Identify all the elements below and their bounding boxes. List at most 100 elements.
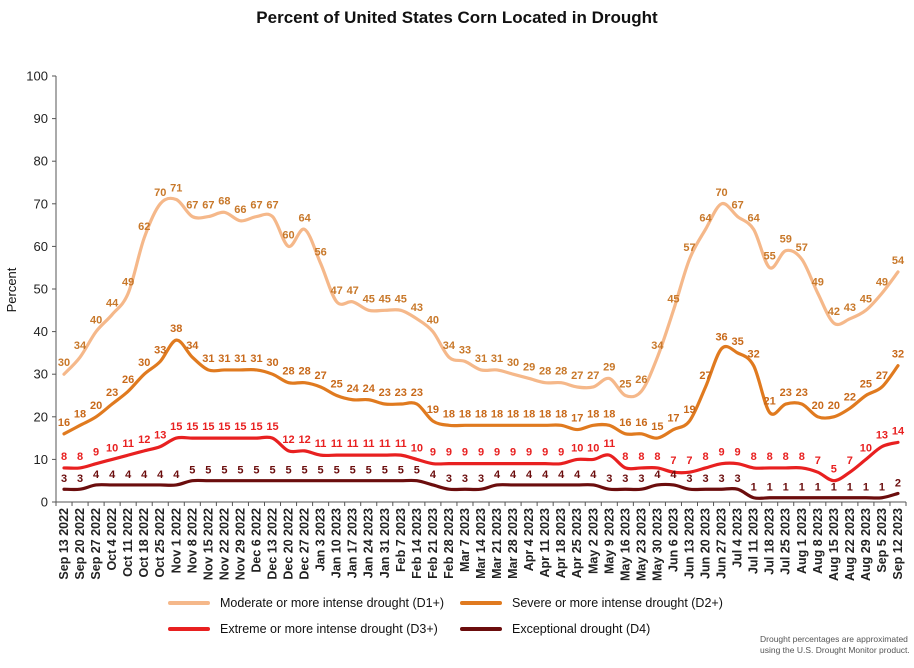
- legend-item-d2: Severe or more intense drought (D2+): [460, 596, 723, 610]
- data-label-d3: 11: [603, 438, 615, 450]
- y-tick-label: 80: [34, 154, 48, 169]
- data-label-d2: 17: [667, 413, 679, 425]
- data-label-d4: 4: [430, 469, 437, 481]
- data-label-d1: 45: [860, 293, 872, 305]
- x-tick-label: Dec 27 2022: [298, 508, 312, 580]
- data-label-d1: 60: [282, 229, 294, 241]
- data-label-d2: 20: [812, 400, 824, 412]
- data-label-d2: 18: [539, 408, 551, 420]
- data-label-d1: 25: [619, 379, 631, 391]
- x-tick-label: Sep 12 2023: [891, 508, 905, 580]
- data-label-d3: 8: [767, 451, 773, 463]
- data-label-d2: 30: [138, 357, 150, 369]
- x-tick-label: Mar 7 2023: [458, 508, 472, 572]
- data-label-d3: 12: [298, 434, 310, 446]
- data-label-d2: 28: [298, 366, 310, 378]
- data-label-d2: 27: [699, 370, 711, 382]
- data-label-d1: 29: [523, 361, 535, 373]
- data-label-d4: 5: [285, 465, 291, 477]
- data-label-d3: 10: [106, 442, 118, 454]
- data-label-d2: 31: [234, 353, 246, 365]
- data-label-d2: 30: [266, 357, 278, 369]
- data-label-d2: 18: [74, 408, 86, 420]
- data-label-d1: 45: [395, 293, 407, 305]
- data-label-d3: 11: [122, 438, 134, 450]
- data-label-d1: 57: [796, 242, 808, 254]
- data-label-d3: 9: [446, 447, 452, 459]
- data-label-d3: 15: [234, 421, 246, 433]
- data-label-d4: 5: [221, 465, 227, 477]
- series-line-d2: [62, 338, 900, 440]
- y-tick-label: 50: [34, 282, 48, 297]
- data-label-d2: 23: [379, 387, 391, 399]
- data-label-d4: 5: [318, 465, 324, 477]
- x-tick-label: Mar 21 2023: [490, 508, 504, 579]
- data-label-d4: 4: [590, 469, 597, 481]
- data-label-d3: 8: [654, 451, 660, 463]
- data-label-d1: 70: [715, 187, 727, 199]
- data-label-d1: 49: [122, 276, 134, 288]
- data-label-d4: 4: [173, 469, 180, 481]
- data-label-d2: 18: [443, 408, 455, 420]
- data-label-d2: 20: [828, 400, 840, 412]
- data-label-d1: 49: [876, 276, 888, 288]
- series-line-d1: [62, 196, 900, 399]
- data-label-d4: 5: [334, 465, 340, 477]
- x-tick-label: Oct 4 2022: [105, 508, 119, 571]
- data-label-d1: 67: [266, 200, 278, 212]
- y-tick-label: 10: [34, 452, 48, 467]
- data-label-d3: 15: [170, 421, 182, 433]
- data-label-d2: 31: [250, 353, 262, 365]
- x-tick-label: Jan 24 2023: [362, 508, 376, 578]
- data-label-d3: 9: [735, 447, 741, 459]
- data-label-d3: 8: [638, 451, 644, 463]
- data-label-d2: 15: [651, 421, 663, 433]
- x-tick-label: Aug 15 2023: [827, 508, 841, 581]
- data-label-d3: 9: [93, 447, 99, 459]
- data-label-d1: 34: [74, 340, 87, 352]
- data-label-d2: 23: [106, 387, 118, 399]
- data-label-d4: 1: [847, 482, 853, 494]
- x-tick-label: Jul 11 2023: [747, 508, 761, 574]
- chart-axes: 0 10 20 30 40 50 60 70 80 90 100 Sep 13 2022 Sep 20 …: [26, 69, 907, 581]
- data-label-d1: 45: [379, 293, 391, 305]
- y-tick-label: 70: [34, 196, 48, 211]
- data-label-d1: 47: [331, 285, 343, 297]
- data-label-d4: 5: [398, 465, 404, 477]
- x-tick-label: Aug 1 2023: [795, 508, 809, 574]
- data-label-d2: 21: [764, 396, 776, 408]
- data-label-d3: 9: [478, 447, 484, 459]
- x-tick-label: Mar 28 2023: [506, 508, 520, 579]
- x-tick-label: Jul 4 2023: [731, 508, 745, 568]
- data-label-d4: 4: [494, 469, 501, 481]
- data-label-d4: 4: [542, 469, 549, 481]
- data-label-d2: 31: [218, 353, 230, 365]
- x-tick-label: Nov 8 2022: [185, 508, 199, 573]
- series-lines: [62, 196, 900, 500]
- footnote: Drought percentages are approximated usi…: [760, 634, 910, 655]
- x-tick-label: Jan 31 2023: [378, 508, 392, 578]
- data-label-d1: 44: [106, 298, 119, 310]
- data-label-d1: 66: [234, 204, 246, 216]
- data-label-d2: 34: [186, 340, 199, 352]
- data-label-d1: 34: [651, 340, 664, 352]
- x-tick-label: Jan 3 2023: [314, 508, 328, 571]
- data-label-d1: 47: [347, 285, 359, 297]
- data-label-d2: 23: [395, 387, 407, 399]
- data-label-d4: 4: [526, 469, 533, 481]
- data-label-d4: 1: [831, 482, 837, 494]
- data-label-d1: 28: [555, 366, 567, 378]
- x-tick-label: Oct 18 2022: [137, 508, 151, 578]
- data-label-d1: 43: [844, 302, 856, 314]
- data-label-d3: 7: [686, 455, 692, 467]
- data-label-d1: 64: [298, 212, 311, 224]
- data-label-d3: 11: [347, 438, 359, 450]
- data-label-d2: 38: [170, 323, 182, 335]
- data-label-d2: 28: [282, 366, 294, 378]
- data-label-d4: 3: [77, 473, 83, 485]
- x-tick-label: Oct 11 2022: [121, 508, 135, 577]
- x-tick-label: May 23 2023: [634, 508, 648, 581]
- x-tick-label: Jun 27 2023: [715, 508, 729, 579]
- data-label-d4: 1: [815, 482, 821, 494]
- data-label-d1: 43: [411, 302, 423, 314]
